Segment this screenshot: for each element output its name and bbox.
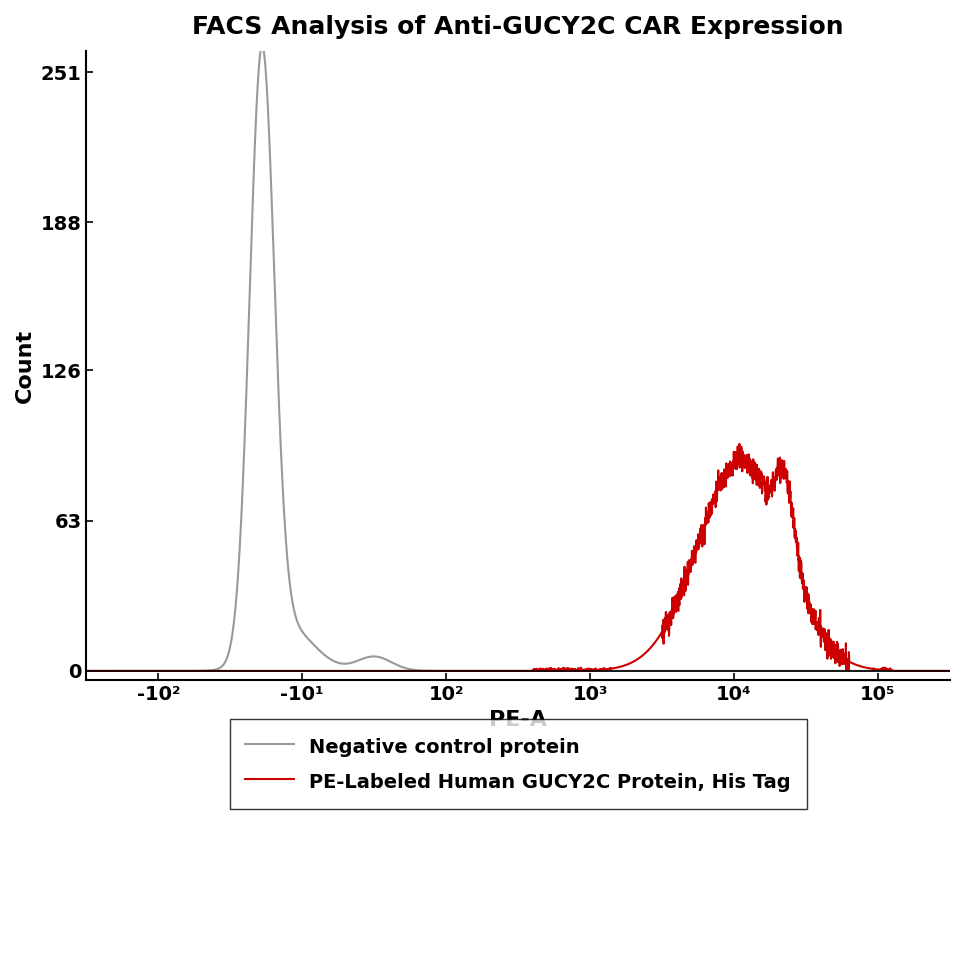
Negative control protein: [944, 665, 955, 676]
Y-axis label: Count: Count: [15, 328, 35, 402]
Legend: Negative control protein, PE-Labeled Human GUCY2C Protein, His Tag: Negative control protein, PE-Labeled Hum…: [230, 719, 807, 810]
Negative control protein: [875, 665, 887, 676]
Negative control protein: [918, 665, 929, 676]
Negative control protein: [451, 665, 462, 676]
PE-Labeled Human GUCY2C Protein, His Tag: [708, 490, 720, 502]
Negative control protein: [708, 665, 720, 676]
Negative control protein: [80, 665, 92, 676]
PE-Labeled Human GUCY2C Protein, His Tag: [80, 665, 92, 676]
PE-Labeled Human GUCY2C Protein, His Tag: [491, 665, 503, 676]
Negative control protein: [491, 665, 503, 676]
Title: FACS Analysis of Anti-GUCY2C CAR Expression: FACS Analysis of Anti-GUCY2C CAR Express…: [192, 15, 844, 39]
Negative control protein: [257, 41, 268, 52]
PE-Labeled Human GUCY2C Protein, His Tag: [918, 665, 929, 676]
X-axis label: PE-A: PE-A: [489, 710, 547, 730]
PE-Labeled Human GUCY2C Protein, His Tag: [875, 663, 887, 675]
PE-Labeled Human GUCY2C Protein, His Tag: [443, 665, 455, 676]
PE-Labeled Human GUCY2C Protein, His Tag: [451, 665, 462, 676]
Negative control protein: [444, 665, 455, 676]
PE-Labeled Human GUCY2C Protein, His Tag: [944, 665, 955, 676]
Line: Negative control protein: Negative control protein: [86, 46, 950, 671]
Line: PE-Labeled Human GUCY2C Protein, His Tag: PE-Labeled Human GUCY2C Protein, His Tag: [86, 444, 950, 671]
PE-Labeled Human GUCY2C Protein, His Tag: [733, 438, 745, 450]
